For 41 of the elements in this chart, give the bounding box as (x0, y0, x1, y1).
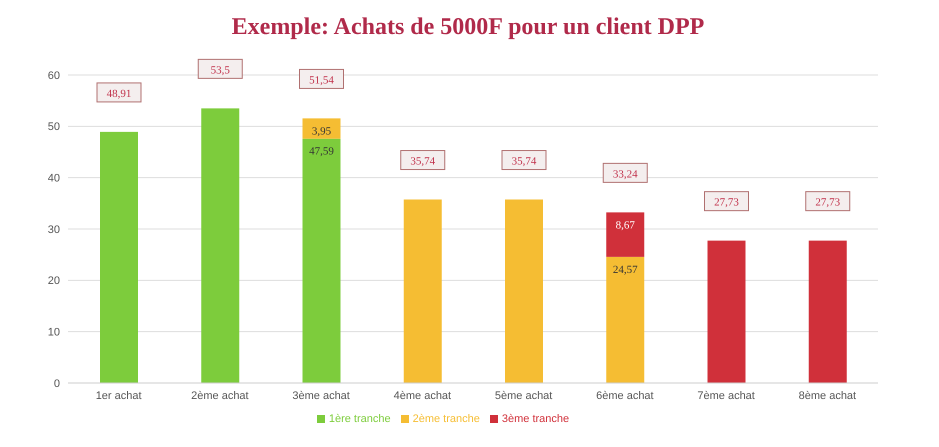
data-label: 47,59 (309, 146, 334, 158)
bar (302, 118, 340, 139)
x-tick-label: 2ème achat (191, 390, 249, 402)
x-tick-label: 5ème achat (494, 390, 552, 402)
x-tick-label: 8ème achat (798, 390, 856, 402)
y-tick-label: 20 (48, 275, 60, 288)
bar (302, 138, 340, 383)
bar (201, 108, 240, 383)
bar (808, 240, 847, 383)
y-tick-label: 60 (48, 70, 60, 82)
x-tick-label: 4ème achat (394, 390, 452, 402)
x-tick-label: 7ème achat (697, 390, 755, 402)
bar (708, 240, 746, 383)
legend-label: 2ème tranche (412, 413, 480, 425)
total-label: 35,74 (410, 156, 436, 168)
y-tick-label: 0 (54, 378, 60, 390)
bar (505, 200, 543, 383)
total-label: 53,5 (210, 64, 230, 76)
y-tick-label: 40 (48, 172, 60, 185)
total-label: 33,24 (612, 168, 638, 180)
bar (606, 212, 644, 257)
x-tick-label: 3ème achat (292, 390, 350, 402)
x-tick-label: 1er achat (96, 390, 142, 402)
y-tick-label: 30 (48, 224, 60, 236)
legend-label: 3ème tranche (502, 413, 570, 425)
data-label: 3,95 (312, 125, 332, 138)
chart-title: Exemple: Achats de 5000F pour un client DPP (230, 13, 706, 42)
data-label: 24,57 (612, 264, 638, 276)
legend-label: 1ère tranche (328, 413, 391, 425)
total-label: 35,74 (512, 156, 537, 168)
y-tick-label: 10 (48, 326, 60, 339)
x-tick-label: 6ème achat (596, 390, 654, 402)
y-tick-label: 50 (48, 121, 60, 134)
total-label: 27,73 (714, 196, 740, 209)
total-label: 48,91 (106, 88, 132, 100)
bar (606, 256, 644, 383)
bar (100, 132, 138, 383)
total-label: 51,54 (309, 74, 334, 86)
total-label: 27,73 (815, 196, 841, 209)
data-label: 8,67 (616, 219, 636, 232)
bar (404, 200, 442, 383)
